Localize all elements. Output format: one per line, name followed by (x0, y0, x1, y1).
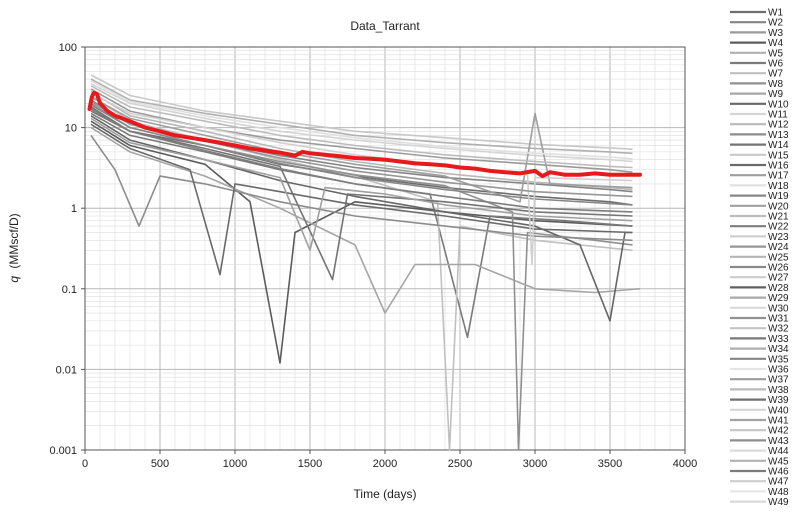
legend-label: W47 (768, 477, 789, 488)
series-line-w9 (90, 126, 641, 314)
legend-label: W33 (768, 334, 789, 345)
legend-label: W27 (768, 273, 789, 284)
legend-label: W49 (768, 497, 789, 508)
legend-label: W37 (768, 375, 789, 386)
average-series-line (87, 90, 642, 179)
legend-label: W29 (768, 293, 789, 304)
legend-label: W21 (768, 212, 789, 223)
series-line-w21 (90, 85, 633, 169)
legend-label: W44 (768, 446, 789, 457)
legend-label: W36 (768, 365, 789, 376)
legend-label: W32 (768, 324, 789, 335)
x-tick-label: 2500 (448, 458, 472, 470)
legend-label: W9 (768, 89, 783, 100)
legend-label: W40 (768, 405, 789, 416)
y-tick-label: 0.001 (49, 445, 77, 457)
legend-label: W4 (768, 38, 783, 49)
legend-label: W46 (768, 467, 789, 478)
y-axis: 0.001 0.01 0.1 1 10 100 (49, 42, 85, 457)
highlight-layer (87, 90, 642, 179)
chart-title: Data_Tarrant (350, 19, 420, 33)
x-axis: 0 500 1000 1500 2000 2500 3000 3500 4000 (82, 450, 697, 470)
legend-label: W5 (768, 48, 783, 59)
legend: W1W2W3W4W5W6W7W8W9W10W11W12W13W14W15W16W… (730, 8, 789, 508)
y-tick-label: 100 (59, 42, 77, 54)
legend-label: W1 (768, 8, 783, 19)
legend-label: W18 (768, 181, 789, 192)
y-tick-label: 0.01 (56, 364, 77, 376)
series-line-w20 (90, 117, 633, 252)
legend-label: W23 (768, 232, 789, 243)
legend-label: W13 (768, 130, 789, 141)
legend-label: W42 (768, 426, 789, 437)
legend-label: W28 (768, 283, 789, 294)
legend-label: W20 (768, 201, 789, 212)
legend-label: W31 (768, 314, 789, 325)
x-tick-label: 4000 (673, 458, 697, 470)
legend-label: W7 (768, 69, 783, 80)
legend-label: W6 (768, 59, 783, 70)
legend-label: W45 (768, 456, 789, 467)
legend-label: W10 (768, 99, 789, 110)
x-tick-label: 3000 (523, 458, 547, 470)
legend-label: W14 (768, 140, 789, 151)
x-tick-label: 1500 (298, 458, 322, 470)
series-line-w17 (90, 96, 633, 203)
x-tick-label: 3500 (598, 458, 622, 470)
series-line-w5 (90, 78, 633, 155)
legend-label: W24 (768, 242, 789, 253)
y-tick-label: 1 (71, 203, 77, 215)
legend-label: W38 (768, 385, 789, 396)
legend-label: W43 (768, 436, 789, 447)
legend-label: W3 (768, 28, 783, 39)
y-tick-label: 10 (65, 123, 77, 135)
legend-label: W26 (768, 263, 789, 274)
series-line-w16 (90, 123, 633, 276)
x-axis-label: Time (days) (354, 487, 417, 501)
legend-label: W17 (768, 171, 789, 182)
legend-label: W16 (768, 161, 789, 172)
legend-label: W39 (768, 395, 789, 406)
legend-label: W11 (768, 110, 788, 121)
legend-label: W41 (768, 416, 789, 427)
series-line-w3 (90, 88, 633, 173)
legend-label: W8 (768, 79, 783, 90)
series-line-w13 (90, 134, 633, 242)
legend-label: W34 (768, 344, 789, 355)
legend-label: W19 (768, 191, 789, 202)
y-axis-label-symbol: q (7, 276, 21, 283)
y-axis-label: q (MMscf/D) (7, 213, 21, 282)
x-tick-label: 0 (82, 458, 88, 470)
y-tick-label: 0.1 (62, 284, 77, 296)
series-line-w15 (90, 74, 633, 150)
legend-label: W30 (768, 303, 789, 314)
legend-label: W12 (768, 120, 789, 131)
series-line-w11 (90, 82, 633, 163)
legend-label: W35 (768, 354, 789, 365)
x-tick-label: 1000 (223, 458, 247, 470)
y-axis-label-units: (MMscf/D) (7, 213, 21, 268)
legend-label: W2 (768, 18, 783, 29)
series-line-w19 (90, 104, 633, 206)
x-tick-label: 2000 (373, 458, 397, 470)
legend-label: W22 (768, 222, 789, 233)
legend-label: W48 (768, 487, 789, 498)
series-line-w22 (90, 108, 633, 213)
series-layer (90, 74, 641, 451)
x-tick-label: 500 (151, 458, 169, 470)
legend-label: W15 (768, 150, 789, 161)
series-line-w18 (90, 80, 633, 160)
series-line-w10 (90, 115, 633, 322)
legend-label: W25 (768, 252, 789, 263)
